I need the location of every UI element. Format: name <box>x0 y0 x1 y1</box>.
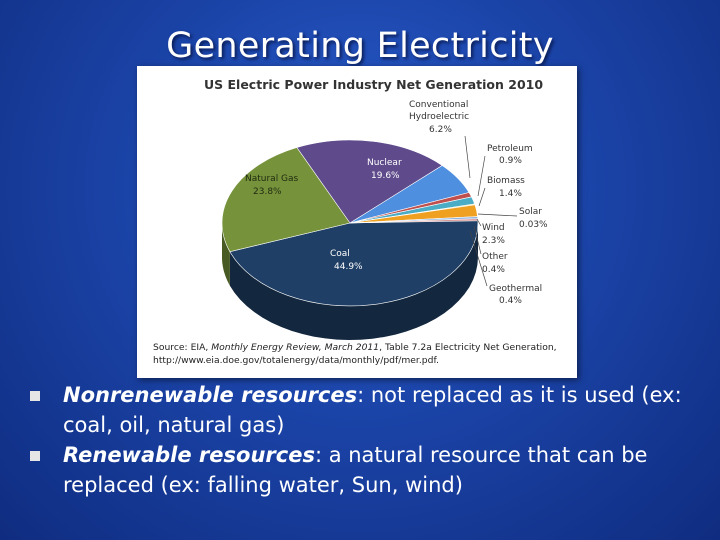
chart-source-line-1: Source: EIA, Monthly Energy Review, Marc… <box>153 342 557 353</box>
slice-label-petroleum: Petroleum <box>487 144 533 154</box>
slice-label-biomass: Biomass <box>487 176 525 186</box>
source-table: , Table 7.2a Electricity Net Generation, <box>379 342 557 353</box>
slice-label-conventional-hydroelectric-line-1: Conventional <box>409 100 468 110</box>
slice-value-conventional-hydroelectric: 6.2% <box>429 125 452 135</box>
square-bullet-icon <box>30 391 40 401</box>
leader-line-wind <box>476 218 482 227</box>
slice-label-other: Other <box>482 252 508 262</box>
slice-value-biomass: 1.4% <box>499 189 522 199</box>
leader-line-petroleum <box>477 155 486 197</box>
slice-label-natural-gas: Natural Gas <box>245 174 299 184</box>
slice-value-solar: 0.03% <box>519 220 548 230</box>
leader-line-geothermal <box>469 230 488 287</box>
slice-label-conventional-hydroelectric-line-2: Hydroelectric <box>409 112 469 122</box>
pie-top-layer <box>221 139 479 307</box>
slice-label-wind: Wind <box>482 223 505 233</box>
chart-title: US Electric Power Industry Net Generatio… <box>204 77 543 92</box>
slice-value-petroleum: 0.9% <box>499 156 522 166</box>
slice-label-nuclear: Nuclear <box>367 158 402 168</box>
pie-wall-coal <box>229 223 478 340</box>
slice-value-wind: 2.3% <box>482 236 505 246</box>
pie-chart-svg: US Electric Power Industry Net Generatio… <box>153 77 557 366</box>
slice-value-nuclear: 19.6% <box>371 171 400 181</box>
slice-value-natural-gas: 23.8% <box>253 187 282 197</box>
leader-line-solar <box>477 213 518 217</box>
square-bullet-icon <box>30 451 40 461</box>
pie-chart: US Electric Power Industry Net Generatio… <box>137 66 577 378</box>
slice-value-other: 0.4% <box>482 265 505 275</box>
bullet-term: Renewable resources <box>63 443 315 467</box>
slice-label-coal: Coal <box>330 249 350 259</box>
pie-label-layer: Coal 44.9% Natural Gas 23.8% Nuclear 19.6% Con… <box>245 100 548 306</box>
pie-wall-natural-gas <box>222 223 230 286</box>
slice-label-solar: Solar <box>519 207 542 217</box>
leader-line-conventional-hydroelectric <box>464 135 471 179</box>
pie-slice-nuclear <box>296 139 443 224</box>
bullet-nonrenewable: Nonrenewable resources: not replaced as … <box>30 380 710 440</box>
chart-source-line-2: http://www.eia.doe.gov/totalenergy/data/… <box>153 355 439 366</box>
slide-title: Generating Electricity <box>166 26 554 66</box>
pie-slice-coal <box>229 219 479 307</box>
pie-slice-natural-gas <box>221 147 351 253</box>
bullet-text: : a natural resource that can be replace… <box>63 443 648 497</box>
slice-label-geothermal: Geothermal <box>489 284 542 294</box>
bullet-renewable: Renewable resources: a natural resource … <box>30 440 710 500</box>
source-publication: Monthly Energy Review, March 2011 <box>211 342 379 353</box>
bullet-list: Nonrenewable resources: not replaced as … <box>30 380 710 500</box>
leader-line-biomass <box>478 187 486 207</box>
source-prefix: Source: EIA, <box>153 342 211 353</box>
leader-line-other <box>473 225 482 255</box>
pie-depth-layer <box>222 223 478 340</box>
slice-value-coal: 44.9% <box>334 262 363 272</box>
slice-value-geothermal: 0.4% <box>499 296 522 306</box>
bullet-text: : not replaced as it is used (ex: coal, … <box>63 383 682 437</box>
bullet-term: Nonrenewable resources <box>63 383 358 407</box>
